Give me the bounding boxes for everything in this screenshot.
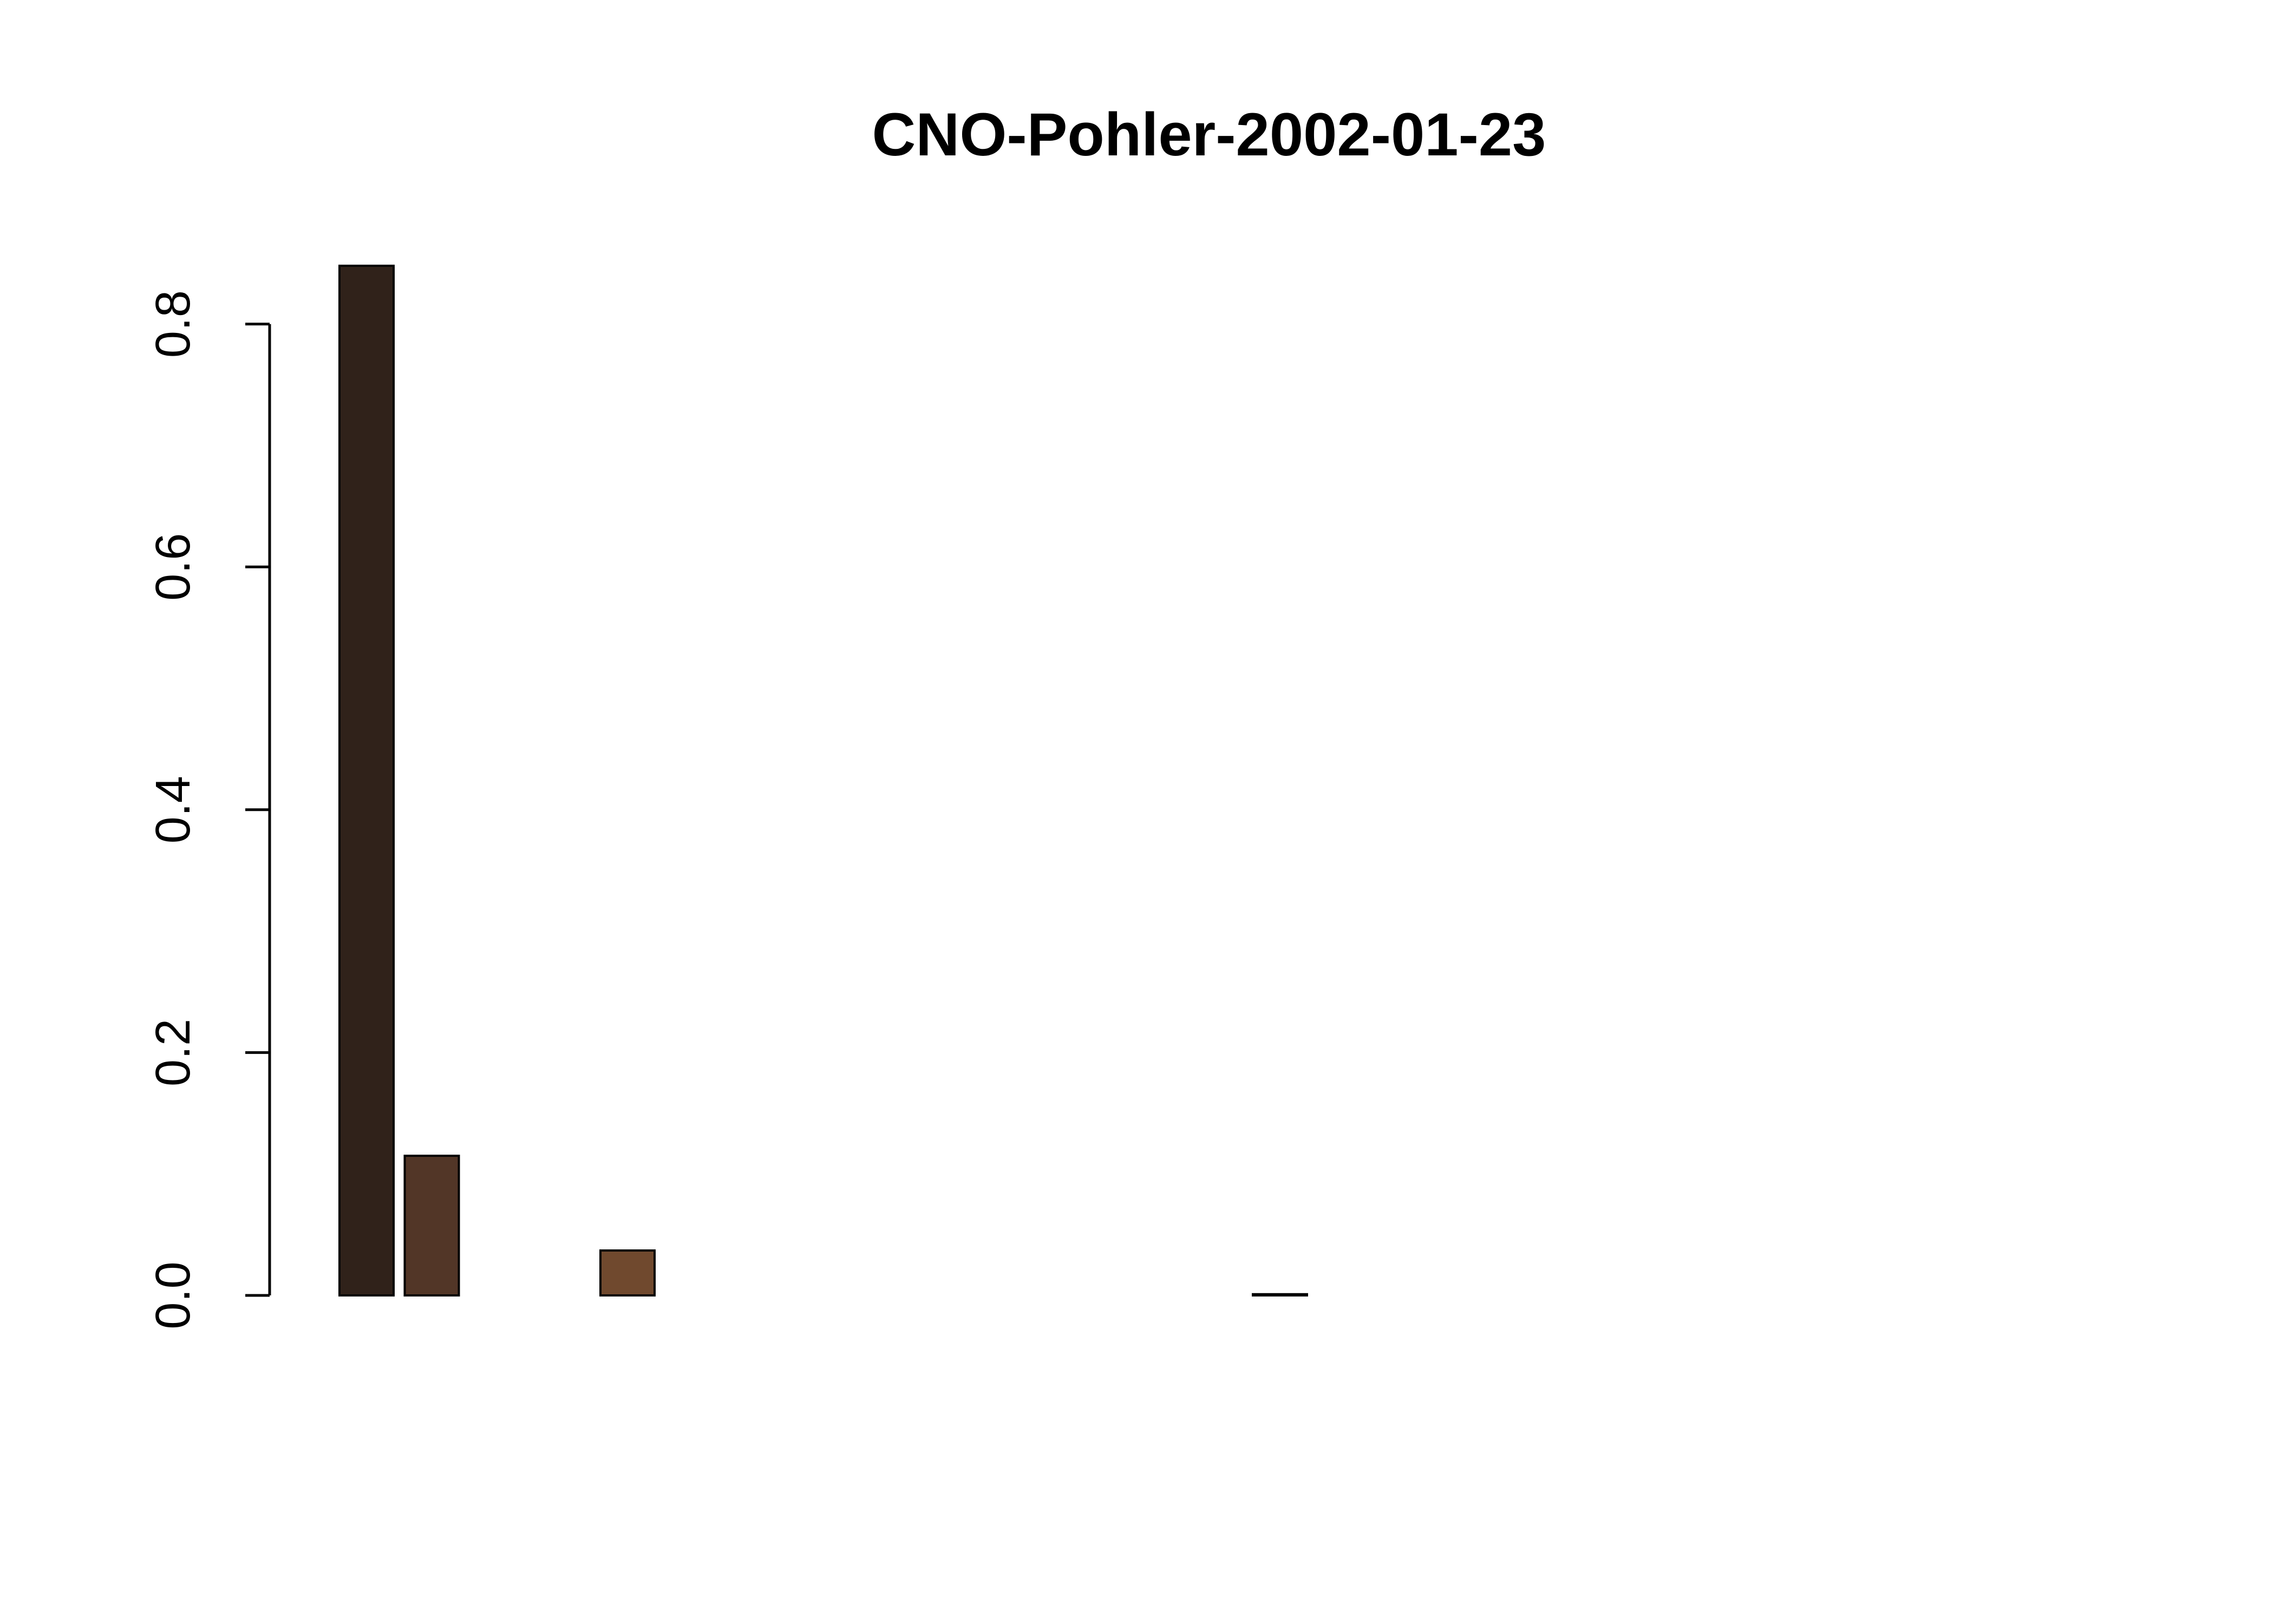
bar (338, 264, 395, 1296)
bar (403, 1155, 460, 1296)
y-axis: 0.0 0.2 0.4 0.6 0.8 (146, 290, 271, 1330)
y-tick-label: 0.0 (146, 1261, 200, 1329)
y-tick-label: 0.6 (146, 533, 200, 601)
bar (599, 1249, 656, 1297)
bar (1252, 1293, 1308, 1297)
y-tick-label: 0.8 (146, 290, 200, 358)
y-tick-label: 0.2 (146, 1019, 200, 1086)
chart-title: CNO-Pohler-2002-01-23 (872, 101, 1546, 168)
bars (338, 264, 1308, 1297)
y-tick-label: 0.4 (146, 776, 200, 843)
